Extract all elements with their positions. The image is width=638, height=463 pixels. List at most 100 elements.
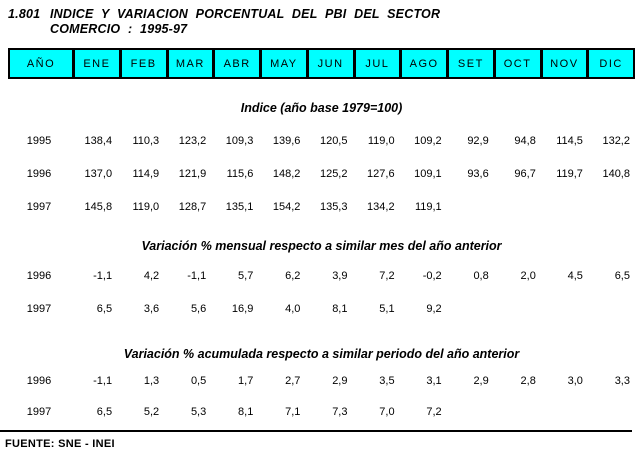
table-header-row: AÑO ENE FEB MAR ABR MAY JUN JUL AGO SET OCT NOV DIC <box>8 48 635 79</box>
value-cell: 0,5 <box>190 374 207 387</box>
table-row-1996: 1996 137,0 114,9 121,9 115,6 148,2 125,2 127,6 1… <box>8 157 635 190</box>
value-cell: 3,0 <box>567 374 583 387</box>
section-heading: Variación % mensual respecto a similar m… <box>141 239 502 253</box>
value-cell: 9,2 <box>426 302 442 315</box>
column-header-mar: MAR <box>168 50 213 77</box>
value-cell: 1,7 <box>238 374 254 387</box>
value-cell: 154,2 <box>272 200 301 213</box>
column-header-abr: ABR <box>215 50 259 77</box>
table-row-1995: 1995 138,4 110,3 123,2 109,3 139,6 120,5 119,0 1… <box>8 124 635 157</box>
value-cell: 4,0 <box>285 302 301 315</box>
value-cell: 115,6 <box>226 167 254 180</box>
column-header-oct: OCT <box>495 50 540 77</box>
year-label: 1996 <box>26 374 52 387</box>
value-cell: 140,8 <box>602 167 630 180</box>
value-cell: 2,7 <box>285 374 301 387</box>
value-cell: 7,2 <box>379 269 395 282</box>
value-cell: 135,3 <box>319 200 348 213</box>
value-cell: 120,5 <box>319 134 348 147</box>
value-cell: 6,5 <box>96 405 113 418</box>
value-cell: 109,1 <box>414 167 442 180</box>
value-cell: 7,3 <box>332 405 348 418</box>
value-cell: 3,9 <box>332 269 348 282</box>
column-header-dic: DIC <box>589 50 633 77</box>
value-cell: 6,5 <box>96 302 113 315</box>
value-cell: 134,2 <box>367 200 395 213</box>
section-1: Indice (año base 1979=100) 1995 138,4 110,3… <box>0 101 638 223</box>
value-cell: 1,3 <box>143 374 160 387</box>
value-cell: 7,2 <box>426 405 442 418</box>
value-cell: 96,7 <box>514 167 536 180</box>
table-row-1996: 1996 -1,1 4,2 -1,1 5,7 6,2 3,9 7,2 -0,2 0,8 2,0 4,5… <box>8 259 635 292</box>
value-cell: 92,9 <box>467 134 489 147</box>
value-cell: 109,2 <box>414 134 442 147</box>
footer-divider <box>0 430 632 432</box>
year-label: 1995 <box>26 134 52 147</box>
section-heading: Variación % acumulada respecto a similar… <box>123 347 520 361</box>
value-cell: 119,0 <box>132 200 160 213</box>
value-cell: 119,0 <box>367 134 395 147</box>
report-title-line1: INDICE Y VARIACION PORCENTUAL DEL PBI DE… <box>50 7 441 21</box>
column-header-ano: AÑO <box>10 50 72 77</box>
table-row-1996: 1996 -1,1 1,3 0,5 1,7 2,7 2,9 3,5 3,1 2,9 2,8 3,0 3,… <box>8 365 635 396</box>
value-cell: 16,9 <box>231 302 254 315</box>
value-cell: 94,8 <box>514 134 536 147</box>
value-cell: 119,7 <box>556 167 583 180</box>
value-cell: 6,2 <box>285 269 301 282</box>
value-cell: 5,7 <box>238 269 254 282</box>
value-cell: 125,2 <box>319 167 348 180</box>
value-cell: -1,1 <box>93 269 113 282</box>
value-cell: 8,1 <box>332 302 348 315</box>
value-cell: 3,3 <box>614 374 630 387</box>
value-cell: 3,6 <box>143 302 160 315</box>
value-cell: 137,0 <box>84 167 113 180</box>
report-title-line2: COMERCIO : 1995-97 <box>50 22 188 36</box>
column-header-ene: ENE <box>75 50 119 77</box>
value-cell: 2,9 <box>473 374 489 387</box>
column-header-set: SET <box>449 50 493 77</box>
value-cell: 6,5 <box>614 269 630 282</box>
year-label: 1996 <box>26 269 52 282</box>
column-header-ago: AGO <box>402 50 446 77</box>
value-cell: 93,6 <box>467 167 489 180</box>
report-number: 1.801 <box>8 7 41 21</box>
value-cell: 5,6 <box>190 302 207 315</box>
table-row-1997: 1997 145,8 119,0 128,7 135,1 154,2 135,3 134,2 1… <box>8 190 635 223</box>
value-cell: 0,8 <box>473 269 489 282</box>
source-note: FUENTE: SNE - INEI <box>5 438 115 450</box>
value-cell: 7,0 <box>379 405 395 418</box>
value-cell: 114,5 <box>556 134 583 147</box>
value-cell: 110,3 <box>132 134 160 147</box>
value-cell: 114,9 <box>132 167 160 180</box>
value-cell: 121,9 <box>178 167 207 180</box>
value-cell: 132,2 <box>602 134 630 147</box>
year-label: 1997 <box>26 200 52 213</box>
value-cell: 127,6 <box>367 167 395 180</box>
value-cell: 5,3 <box>190 405 207 418</box>
value-cell: 145,8 <box>84 200 113 213</box>
value-cell: -1,1 <box>93 374 113 387</box>
column-header-may: MAY <box>262 50 306 77</box>
column-header-feb: FEB <box>121 50 166 77</box>
value-cell: 119,1 <box>414 200 442 213</box>
column-header-jul: JUL <box>355 50 400 77</box>
column-header-jun: JUN <box>308 50 353 77</box>
value-cell: 2,8 <box>520 374 536 387</box>
section-rows: 1996 -1,1 4,2 -1,1 5,7 6,2 3,9 7,2 -0,2 0,8 2,0 4,5… <box>0 259 638 325</box>
section-rows: 1996 -1,1 1,3 0,5 1,7 2,7 2,9 3,5 3,1 2,9 2,8 3,0 3,… <box>0 365 638 427</box>
value-cell: 2,9 <box>332 374 348 387</box>
section-heading: Indice (año base 1979=100) <box>240 101 403 115</box>
table-row-1997: 1997 6,5 5,2 5,3 8,1 7,1 7,3 7,0 7,2 <box>8 396 635 427</box>
column-header-nov: NOV <box>542 50 587 77</box>
document-page: 1.801 INDICE Y VARIACION PORCENTUAL DEL … <box>0 7 638 463</box>
section-2: Variación % mensual respecto a similar m… <box>0 239 638 325</box>
value-cell: 139,6 <box>272 134 301 147</box>
value-cell: -0,2 <box>422 269 442 282</box>
table-sections: Indice (año base 1979=100) 1995 138,4 110,3… <box>0 101 638 427</box>
value-cell: 109,3 <box>225 134 254 147</box>
year-label: 1996 <box>26 167 52 180</box>
report-title: 1.801 INDICE Y VARIACION PORCENTUAL DEL … <box>8 7 638 37</box>
value-cell: 3,5 <box>379 374 395 387</box>
value-cell: 138,4 <box>84 134 113 147</box>
value-cell: 128,7 <box>178 200 207 213</box>
